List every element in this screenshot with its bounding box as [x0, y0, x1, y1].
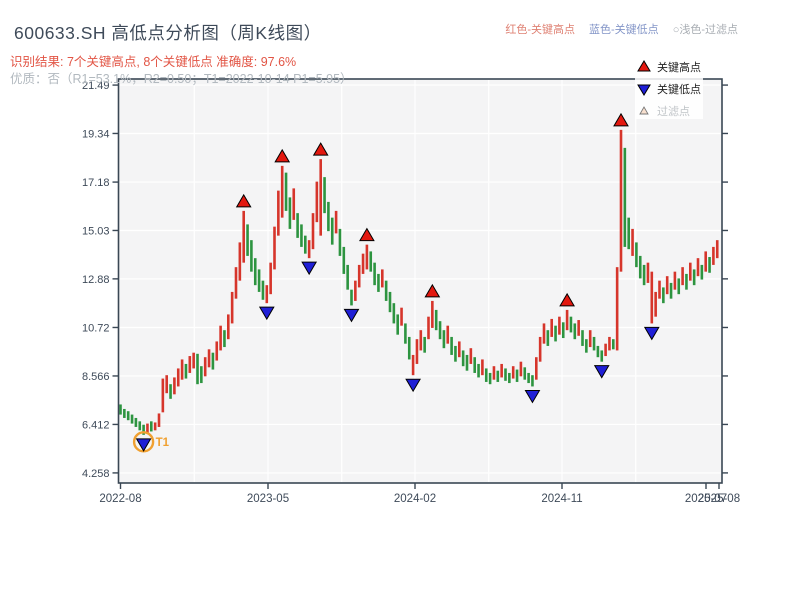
svg-text:21.49: 21.49: [82, 80, 110, 92]
y-axis-labels: 4.258 6.412 8.566 10.72 12.88 15.03 17.18 19.34…: [82, 80, 110, 480]
legend-item-label: 过滤点: [657, 105, 690, 118]
svg-text:2024-02: 2024-02: [394, 493, 436, 505]
svg-text:6.412: 6.412: [82, 419, 110, 431]
page-title: 600633.SH 高低点分析图（周K线图）: [14, 23, 322, 43]
plot-border: [117, 78, 723, 484]
legend-down-triangle-icon: [637, 84, 651, 96]
svg-text:8.566: 8.566: [82, 371, 110, 383]
svg-text:10.72: 10.72: [82, 322, 110, 334]
svg-text:2025-08: 2025-08: [698, 493, 740, 505]
svg-text:2023-05: 2023-05: [247, 493, 289, 505]
svg-text:2025-07: 2025-07: [685, 493, 727, 505]
legend-item-label: 关键低点: [657, 82, 701, 96]
key-high-markers: [235, 112, 629, 307]
legend-up-triangle-icon: [637, 60, 651, 72]
recognition-result: 识别结果: 7个关键高点, 8个关键低点 准确度: 97.6%: [10, 55, 297, 69]
legend-key-high-text: 红色-关键高点: [505, 24, 576, 36]
legend-filter-triangle-icon: [639, 106, 649, 115]
candles: [119, 129, 719, 435]
quality-line: 优质：否（R1=53.1%，R2=0.50；T1=2022-10-14 P1=5…: [10, 72, 353, 86]
svg-text:4.258: 4.258: [82, 468, 110, 480]
legend-item-label: 关键高点: [657, 60, 701, 74]
svg-text:19.34: 19.34: [82, 128, 110, 140]
svg-text:2024-11: 2024-11: [541, 493, 582, 505]
legend-key-low-text: 蓝色-关键低点: [589, 24, 659, 36]
color-legend: 红色-关键高点 蓝色-关键低点 ○浅色-过滤点: [505, 21, 738, 37]
svg-text:2022-08: 2022-08: [99, 493, 141, 505]
plot-area: [118, 79, 722, 483]
svg-text:15.03: 15.03: [82, 225, 110, 237]
t1-label: T1: [156, 437, 170, 449]
legend-filter-text: ○浅色-过滤点: [672, 24, 738, 36]
key-low-markers: [135, 261, 660, 452]
svg-text:17.18: 17.18: [82, 177, 110, 189]
x-axis-labels: 2022-08 2023-05 2024-02 2024-11 2025-072025-…: [99, 493, 740, 505]
gridlines: [119, 80, 721, 482]
axis-ticks: [112, 84, 728, 489]
svg-text:12.88: 12.88: [82, 274, 110, 286]
